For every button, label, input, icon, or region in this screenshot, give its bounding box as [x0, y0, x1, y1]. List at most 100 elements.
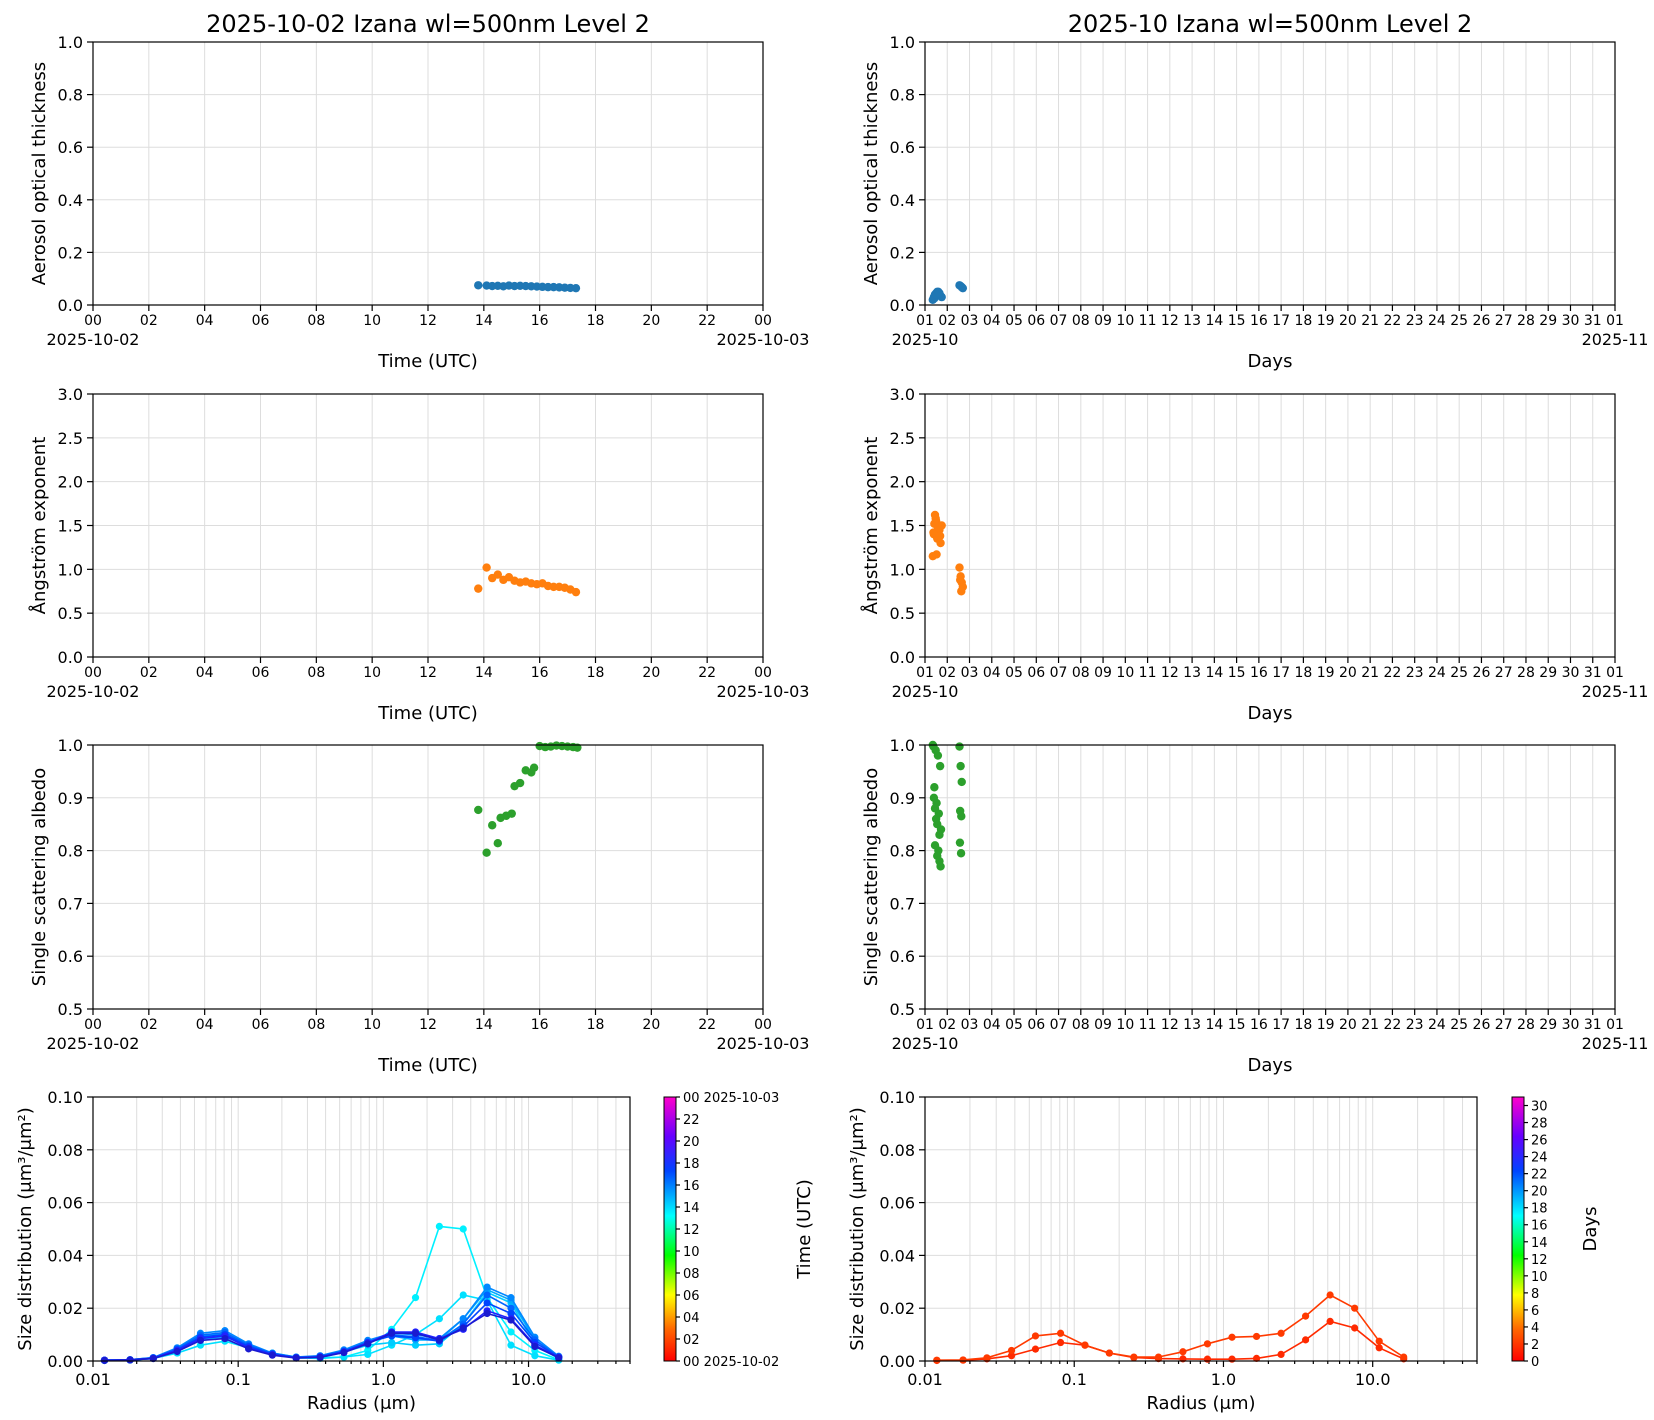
x-tick-label: 10.0: [1355, 1370, 1391, 1389]
x-axis-label: Radius (μm): [1146, 1393, 1255, 1414]
y-axis-label: Ångström exponent: [28, 437, 50, 615]
x-tick-label: 04: [983, 313, 1001, 329]
data-point: [1130, 1353, 1138, 1361]
chart-title: 2025-10 Izana wl=500nm Level 2: [1068, 10, 1473, 38]
x-tick-label: 08: [1072, 1017, 1090, 1033]
data-point: [126, 1356, 134, 1364]
panel-daily-angstrom: 0.0 0.5 1.0 1.5 2.0 2.5 3.0 00 02 04 06 08 10 12 14 16 1…: [28, 385, 809, 724]
y-tick-label: 0.6: [890, 138, 915, 157]
x-tick-label: 07: [1050, 1017, 1068, 1033]
y-tick-label: 2.0: [890, 473, 915, 492]
y-tick-label: 0.7: [890, 894, 915, 913]
panel-monthly-ssa: 0.50.60.70.80.91.001 02 03 04 05 06 07 08 09 10 11…: [861, 736, 1648, 1076]
data-point: [571, 283, 581, 293]
axes-frame: [924, 744, 1616, 1010]
x-tick-label: 20: [642, 1017, 660, 1033]
colorbar-tick-label: 12: [683, 1223, 700, 1238]
axes-frame: [92, 393, 764, 658]
y-tick-label: 0.2: [890, 243, 915, 262]
y-tick-label: 1.0: [890, 736, 915, 755]
x-tick-label: 01: [916, 665, 934, 681]
colorbar: [663, 1096, 677, 1362]
x-tick-label: 02: [140, 313, 158, 329]
x-tick-label: 24: [1428, 313, 1446, 329]
x-date-right: 2025-11: [1582, 682, 1649, 701]
data-point: [435, 1336, 443, 1344]
data-point: [316, 1353, 324, 1361]
data-point: [507, 1341, 515, 1349]
colorbar-tick-label: 18: [1531, 1202, 1548, 1217]
data-point: [934, 288, 943, 298]
y-axis-label: Ångström exponent: [860, 437, 882, 615]
x-axis-label: Days: [1248, 703, 1293, 724]
x-tick-label: 00: [84, 313, 102, 329]
x-tick-label: 20: [642, 665, 660, 681]
data-point: [936, 538, 945, 548]
colorbar-label: Days: [1580, 1207, 1601, 1252]
data-point: [1031, 1345, 1040, 1353]
x-tick-label: 20: [642, 313, 660, 329]
colorbar-tick-label: 14: [683, 1201, 700, 1216]
y-tick-label: 3.0: [890, 385, 915, 404]
axes-frame: [924, 41, 1616, 306]
x-tick-label: 1.0: [371, 1370, 396, 1389]
series-line: [936, 1294, 1405, 1361]
x-tick-label: 16: [531, 313, 549, 329]
x-tick-label: 06: [252, 313, 270, 329]
data-point: [1301, 1312, 1310, 1320]
x-tick-label: 13: [1183, 665, 1201, 681]
x-tick-label: 20: [1339, 313, 1357, 329]
data-point: [957, 812, 966, 821]
y-tick-label: 0.0: [890, 296, 915, 315]
x-date-right: 2025-11: [1582, 330, 1649, 349]
x-tick-label: 14: [475, 665, 493, 681]
x-tick-label: 15: [1228, 1017, 1246, 1033]
x-tick-label: 29: [1539, 665, 1557, 681]
data-point: [483, 1309, 491, 1318]
data-point: [1277, 1329, 1285, 1337]
data-point: [933, 751, 943, 760]
data-point: [507, 1309, 515, 1318]
x-tick-label: 15: [1228, 313, 1246, 329]
x-tick-label: 22: [1384, 665, 1402, 681]
x-tick-label: 0.01: [907, 1370, 943, 1389]
data-point: [935, 830, 944, 839]
x-tick-label: 22: [1384, 313, 1402, 329]
y-tick-label: 0.4: [890, 191, 915, 210]
data-point: [933, 1356, 941, 1364]
data-point: [1228, 1355, 1236, 1363]
y-tick-label: 0.2: [58, 243, 83, 262]
x-tick-label: 01: [1606, 313, 1624, 329]
x-tick-label: 26: [1473, 313, 1491, 329]
y-tick-label: 0.5: [58, 1000, 83, 1019]
y-tick-label: 1.0: [890, 560, 915, 579]
data-point: [1203, 1340, 1212, 1348]
x-axis-label: Time (UTC): [377, 703, 478, 724]
data-point: [221, 1334, 229, 1343]
data-point: [340, 1348, 348, 1357]
y-tick-label: 1.0: [58, 560, 83, 579]
x-axis-label: Time (UTC): [377, 351, 478, 372]
x-tick-label: 09: [1094, 665, 1112, 681]
chart-title: 2025-10-02 Izana wl=500nm Level 2: [206, 10, 650, 38]
x-tick-label: 04: [196, 665, 214, 681]
axes-frame: [92, 1096, 631, 1362]
x-tick-label: 00: [754, 313, 772, 329]
x-tick-label: 05: [1005, 665, 1023, 681]
data-point: [1375, 1344, 1383, 1352]
x-tick-label: 04: [196, 313, 214, 329]
y-tick-label: 0.08: [47, 1141, 83, 1160]
x-tick-label: 10.0: [511, 1370, 547, 1389]
y-tick-label: 0.6: [58, 947, 83, 966]
x-tick-label: 24: [1428, 665, 1446, 681]
x-tick-label: 11: [1139, 1017, 1157, 1033]
x-tick-label: 13: [1183, 313, 1201, 329]
x-date-right: 2025-10-03: [717, 682, 810, 701]
x-tick-label: 15: [1228, 665, 1246, 681]
x-date-left: 2025-10-02: [47, 682, 140, 701]
x-tick-label: 02: [938, 313, 956, 329]
colorbar-tick-label: 20: [683, 1135, 700, 1150]
colorbar-tick-label: 14: [1531, 1236, 1548, 1251]
x-tick-label: 10: [1116, 1017, 1134, 1033]
colorbar-tick-label: 02: [683, 1333, 700, 1348]
